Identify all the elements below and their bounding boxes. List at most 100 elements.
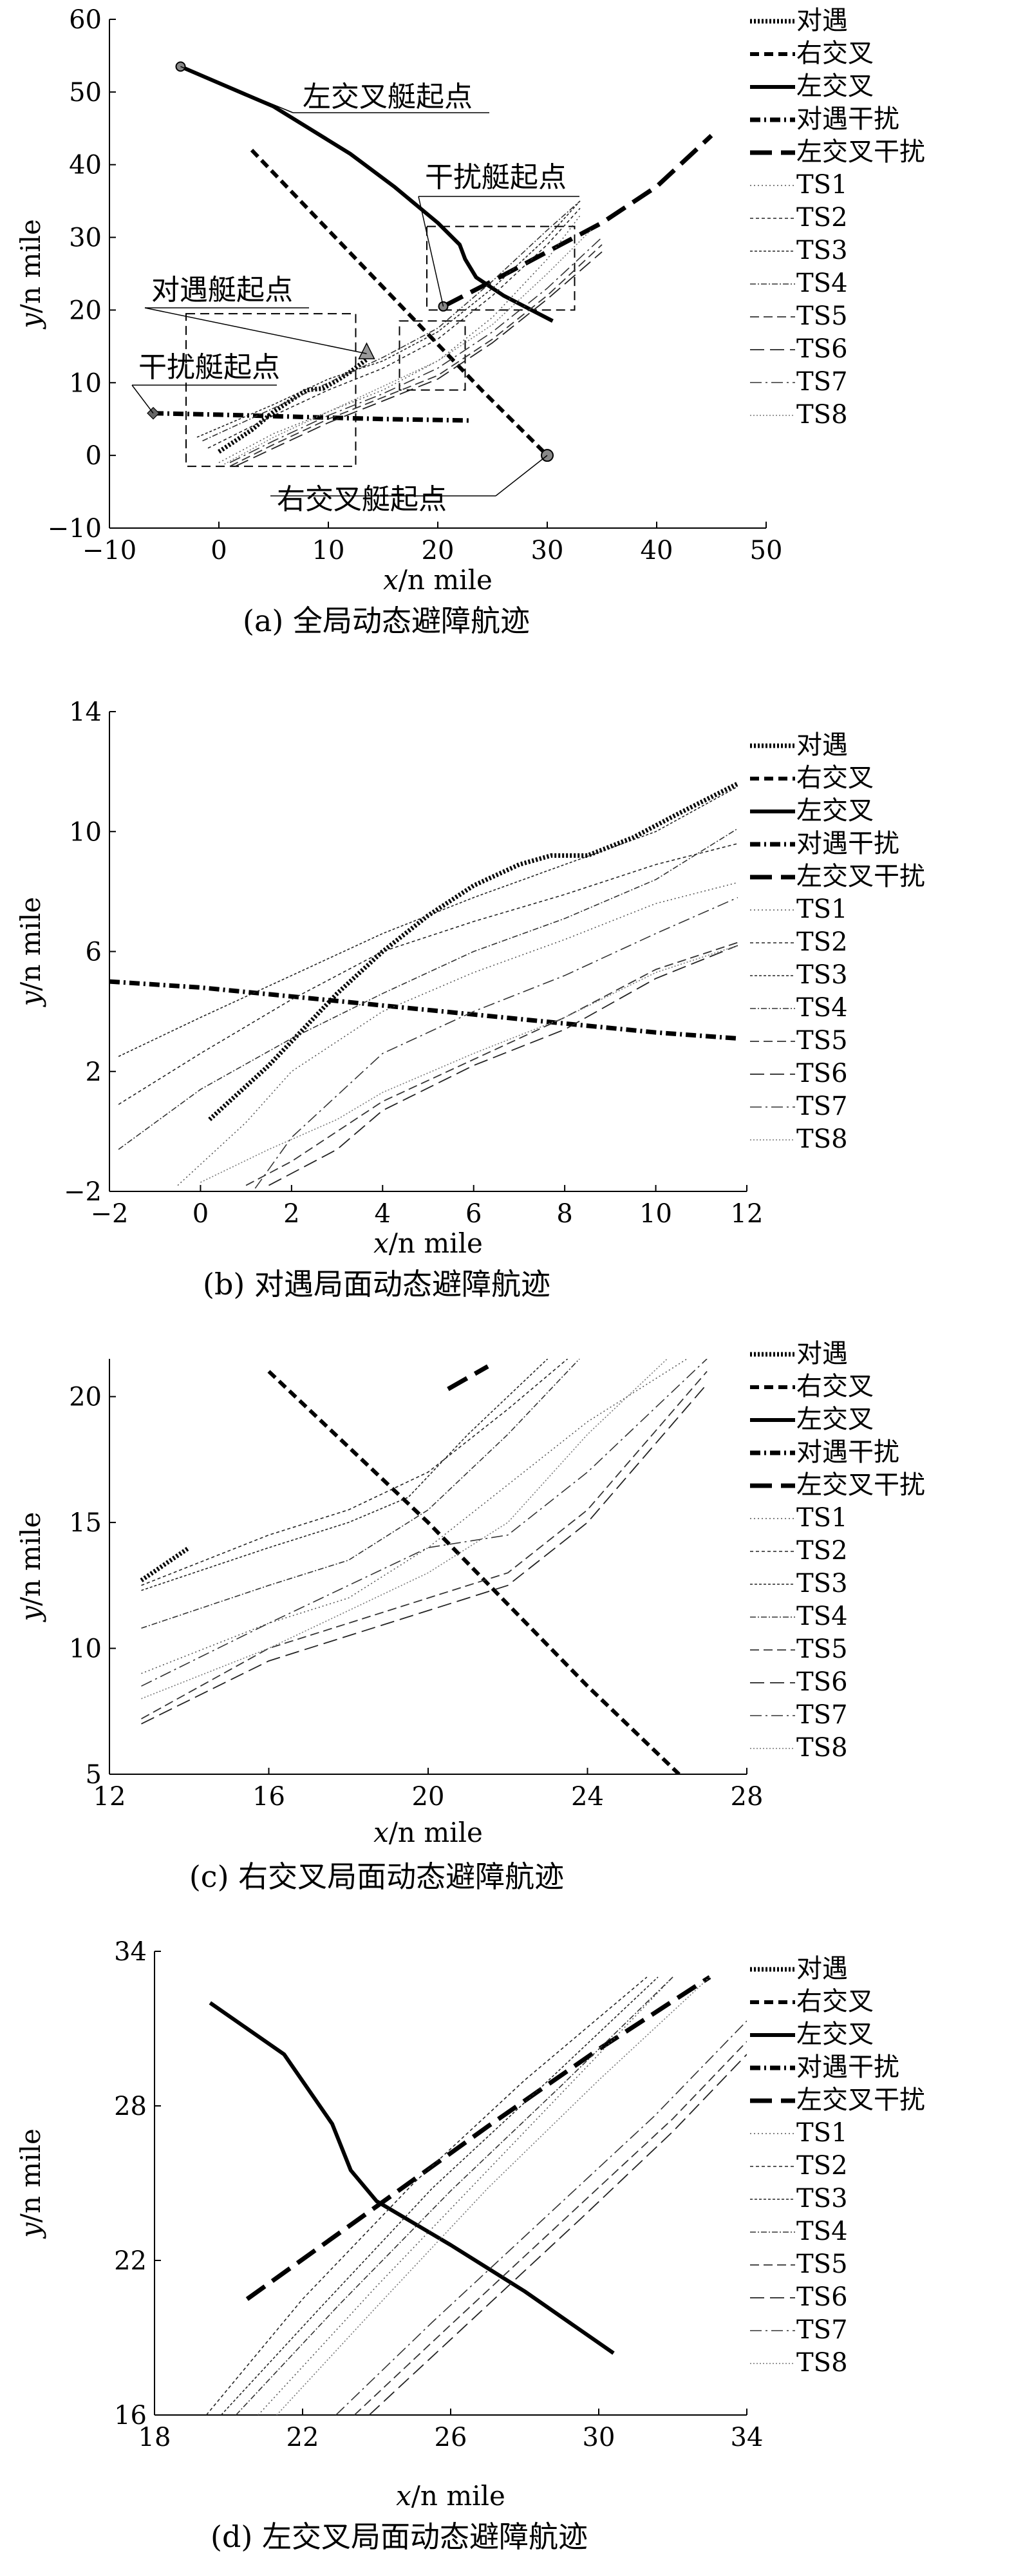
legend-label: TS6 bbox=[796, 1667, 848, 1697]
x-tick-label: 28 bbox=[731, 1782, 764, 1812]
series-line-TS2 bbox=[141, 1359, 568, 1586]
series-line-TS5 bbox=[229, 244, 603, 467]
legend-label: TS4 bbox=[796, 2217, 848, 2246]
legend-label: 左交叉干扰 bbox=[796, 1470, 925, 1500]
y-tick-label: 10 bbox=[69, 368, 102, 398]
x-tick-label: 10 bbox=[639, 1199, 672, 1229]
legend-label: 对遇 bbox=[796, 6, 848, 35]
series-line-TS2 bbox=[118, 843, 738, 1105]
y-tick-label: 10 bbox=[69, 1634, 102, 1664]
y-axis-label: y/n mile bbox=[15, 1512, 46, 1623]
series-line-左交叉干扰 bbox=[245, 1975, 711, 2301]
x-tick-label: 12 bbox=[731, 1199, 764, 1229]
series-line-TS4 bbox=[141, 1359, 580, 1629]
zoom-region-box bbox=[185, 313, 357, 468]
panel-b-head-on: −2 0 2 4 6 8 10 12 −2 2 6 10 14 x/n mile y/n mile (b) 对… bbox=[15, 697, 925, 1302]
legend-label: TS6 bbox=[796, 2282, 848, 2312]
y-tick-label: −10 bbox=[48, 514, 102, 544]
series-line-TS8 bbox=[141, 1359, 668, 1700]
x-tick-label: 0 bbox=[211, 536, 227, 565]
series-line-TS5 bbox=[245, 942, 738, 1186]
y-axis-label: y/n mile bbox=[15, 2128, 46, 2239]
series-line-TS6 bbox=[368, 2054, 747, 2415]
series-line-TS1 bbox=[258, 1976, 673, 2415]
zoom-region-box bbox=[399, 320, 466, 391]
y-tick-label: 40 bbox=[69, 151, 102, 180]
zoom-region-box bbox=[426, 225, 576, 311]
legend-label: TS8 bbox=[796, 2348, 848, 2378]
x-tick-label: 40 bbox=[641, 536, 673, 565]
series-line-TS1 bbox=[141, 1359, 688, 1674]
y-tick-label: 50 bbox=[69, 78, 102, 108]
series-line-TS7 bbox=[335, 2020, 747, 2415]
series-line-右交叉 bbox=[250, 149, 549, 457]
legend-label: 右交叉 bbox=[796, 39, 874, 68]
series-line-TS7 bbox=[229, 237, 603, 464]
legend-label: TS5 bbox=[796, 1026, 848, 1056]
legend-label: 右交叉 bbox=[796, 763, 874, 793]
series-line-对遇干扰 bbox=[109, 979, 738, 1041]
legend-label: TS4 bbox=[796, 1602, 848, 1631]
series-line-TS5 bbox=[353, 2041, 747, 2415]
x-tick-label: 16 bbox=[252, 1782, 285, 1812]
series-line-左交叉 bbox=[180, 64, 554, 323]
x-axis-label: x/n mile bbox=[373, 1227, 483, 1259]
series-line-TS7 bbox=[141, 1359, 708, 1687]
legend-label: TS4 bbox=[796, 993, 848, 1023]
x-tick-label: 30 bbox=[531, 536, 564, 565]
legend-label: TS3 bbox=[796, 236, 848, 265]
annotation-label: 干扰艇起点 bbox=[138, 351, 280, 384]
y-tick-label: 16 bbox=[114, 2401, 147, 2430]
legend-label: TS8 bbox=[796, 1124, 848, 1154]
x-tick-label: 20 bbox=[422, 536, 455, 565]
series-line-TS2 bbox=[207, 207, 581, 449]
series-line-TS6 bbox=[235, 251, 603, 467]
legend-label: TS5 bbox=[796, 301, 848, 331]
legend-label: TS2 bbox=[796, 927, 848, 957]
legend-label: 左交叉干扰 bbox=[796, 862, 925, 891]
x-tick-label: 10 bbox=[312, 536, 345, 565]
y-tick-label: 28 bbox=[114, 2092, 147, 2121]
series-line-左交叉干扰 bbox=[442, 134, 713, 308]
legend-label: 左交叉 bbox=[796, 796, 874, 826]
y-tick-label: 15 bbox=[69, 1508, 102, 1538]
series-line-TS3 bbox=[141, 1359, 549, 1591]
legend-label: TS5 bbox=[796, 1634, 848, 1664]
legend-label: 对遇干扰 bbox=[796, 829, 899, 858]
series-line-左交叉干扰 bbox=[447, 1364, 489, 1391]
legend-label: TS2 bbox=[796, 2151, 848, 2181]
series-line-TS1 bbox=[218, 215, 581, 464]
y-axis-label: y/n mile bbox=[15, 897, 46, 1008]
legend-label: TS5 bbox=[796, 2249, 848, 2279]
y-tick-label: −2 bbox=[64, 1177, 102, 1207]
legend-label: TS7 bbox=[796, 2315, 848, 2345]
y-tick-label: 10 bbox=[69, 817, 102, 847]
series-line-对遇干扰 bbox=[153, 411, 471, 423]
legend-label: TS6 bbox=[796, 334, 848, 364]
annotation-leader bbox=[418, 196, 444, 307]
series-line-右交叉 bbox=[267, 1370, 681, 1774]
series-line-TS4 bbox=[235, 1976, 673, 2415]
x-tick-label: 50 bbox=[750, 536, 783, 565]
x-axis-label: x/n mile bbox=[383, 564, 493, 596]
y-tick-label: 14 bbox=[69, 697, 102, 727]
legend-label: TS7 bbox=[796, 1092, 848, 1121]
legend-label: 左交叉干扰 bbox=[796, 2085, 925, 2115]
series-line-TS3 bbox=[220, 1976, 659, 2415]
x-tick-label: 20 bbox=[412, 1782, 445, 1812]
series-line-TS2 bbox=[205, 1976, 648, 2415]
x-tick-label: 22 bbox=[286, 2423, 319, 2452]
series-line-TS3 bbox=[118, 786, 738, 1057]
x-tick-label: 6 bbox=[465, 1199, 482, 1229]
legend-label: TS1 bbox=[796, 2118, 848, 2148]
series-line-TS6 bbox=[141, 1383, 708, 1725]
legend-label: TS1 bbox=[796, 1503, 848, 1533]
legend-label: TS2 bbox=[796, 1536, 848, 1566]
y-tick-label: 20 bbox=[69, 296, 102, 325]
annotation-label: 右交叉艇起点 bbox=[277, 483, 447, 516]
series-line-TS8 bbox=[200, 945, 738, 1183]
annotation-label: 左交叉艇起点 bbox=[303, 80, 473, 113]
panel-caption: (c) 右交叉局面动态避障航迹 bbox=[189, 1859, 564, 1894]
series-line-TS7 bbox=[254, 896, 738, 1189]
